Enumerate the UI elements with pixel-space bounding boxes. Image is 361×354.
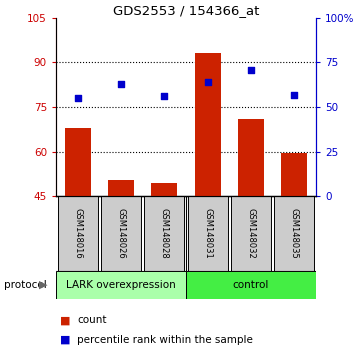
Text: LARK overexpression: LARK overexpression <box>66 280 176 290</box>
Bar <box>108 180 134 196</box>
Text: ■: ■ <box>60 315 70 325</box>
Title: GDS2553 / 154366_at: GDS2553 / 154366_at <box>113 4 259 17</box>
Bar <box>151 183 177 196</box>
Point <box>75 95 81 101</box>
Bar <box>231 196 271 271</box>
Text: GSM148031: GSM148031 <box>203 208 212 259</box>
Point <box>291 92 297 97</box>
Text: control: control <box>233 280 269 290</box>
Text: percentile rank within the sample: percentile rank within the sample <box>77 335 253 345</box>
Point <box>161 93 167 99</box>
Text: GSM148016: GSM148016 <box>73 208 82 259</box>
Text: GSM148035: GSM148035 <box>290 208 299 259</box>
Bar <box>56 271 186 299</box>
Text: count: count <box>77 315 106 325</box>
Bar <box>188 196 227 271</box>
Text: GSM148032: GSM148032 <box>247 208 255 259</box>
Point <box>248 67 254 72</box>
Bar <box>274 196 314 271</box>
Text: ■: ■ <box>60 335 70 345</box>
Text: ▶: ▶ <box>39 280 48 290</box>
Bar <box>195 53 221 196</box>
Text: GSM148026: GSM148026 <box>117 208 125 259</box>
Bar <box>101 196 141 271</box>
Bar <box>144 196 184 271</box>
Point <box>205 79 210 85</box>
Bar <box>58 196 97 271</box>
Bar <box>281 153 307 196</box>
Text: protocol: protocol <box>4 280 46 290</box>
Point <box>118 81 124 87</box>
Text: GSM148028: GSM148028 <box>160 208 169 259</box>
Bar <box>186 271 316 299</box>
Bar <box>238 119 264 196</box>
Bar <box>65 128 91 196</box>
